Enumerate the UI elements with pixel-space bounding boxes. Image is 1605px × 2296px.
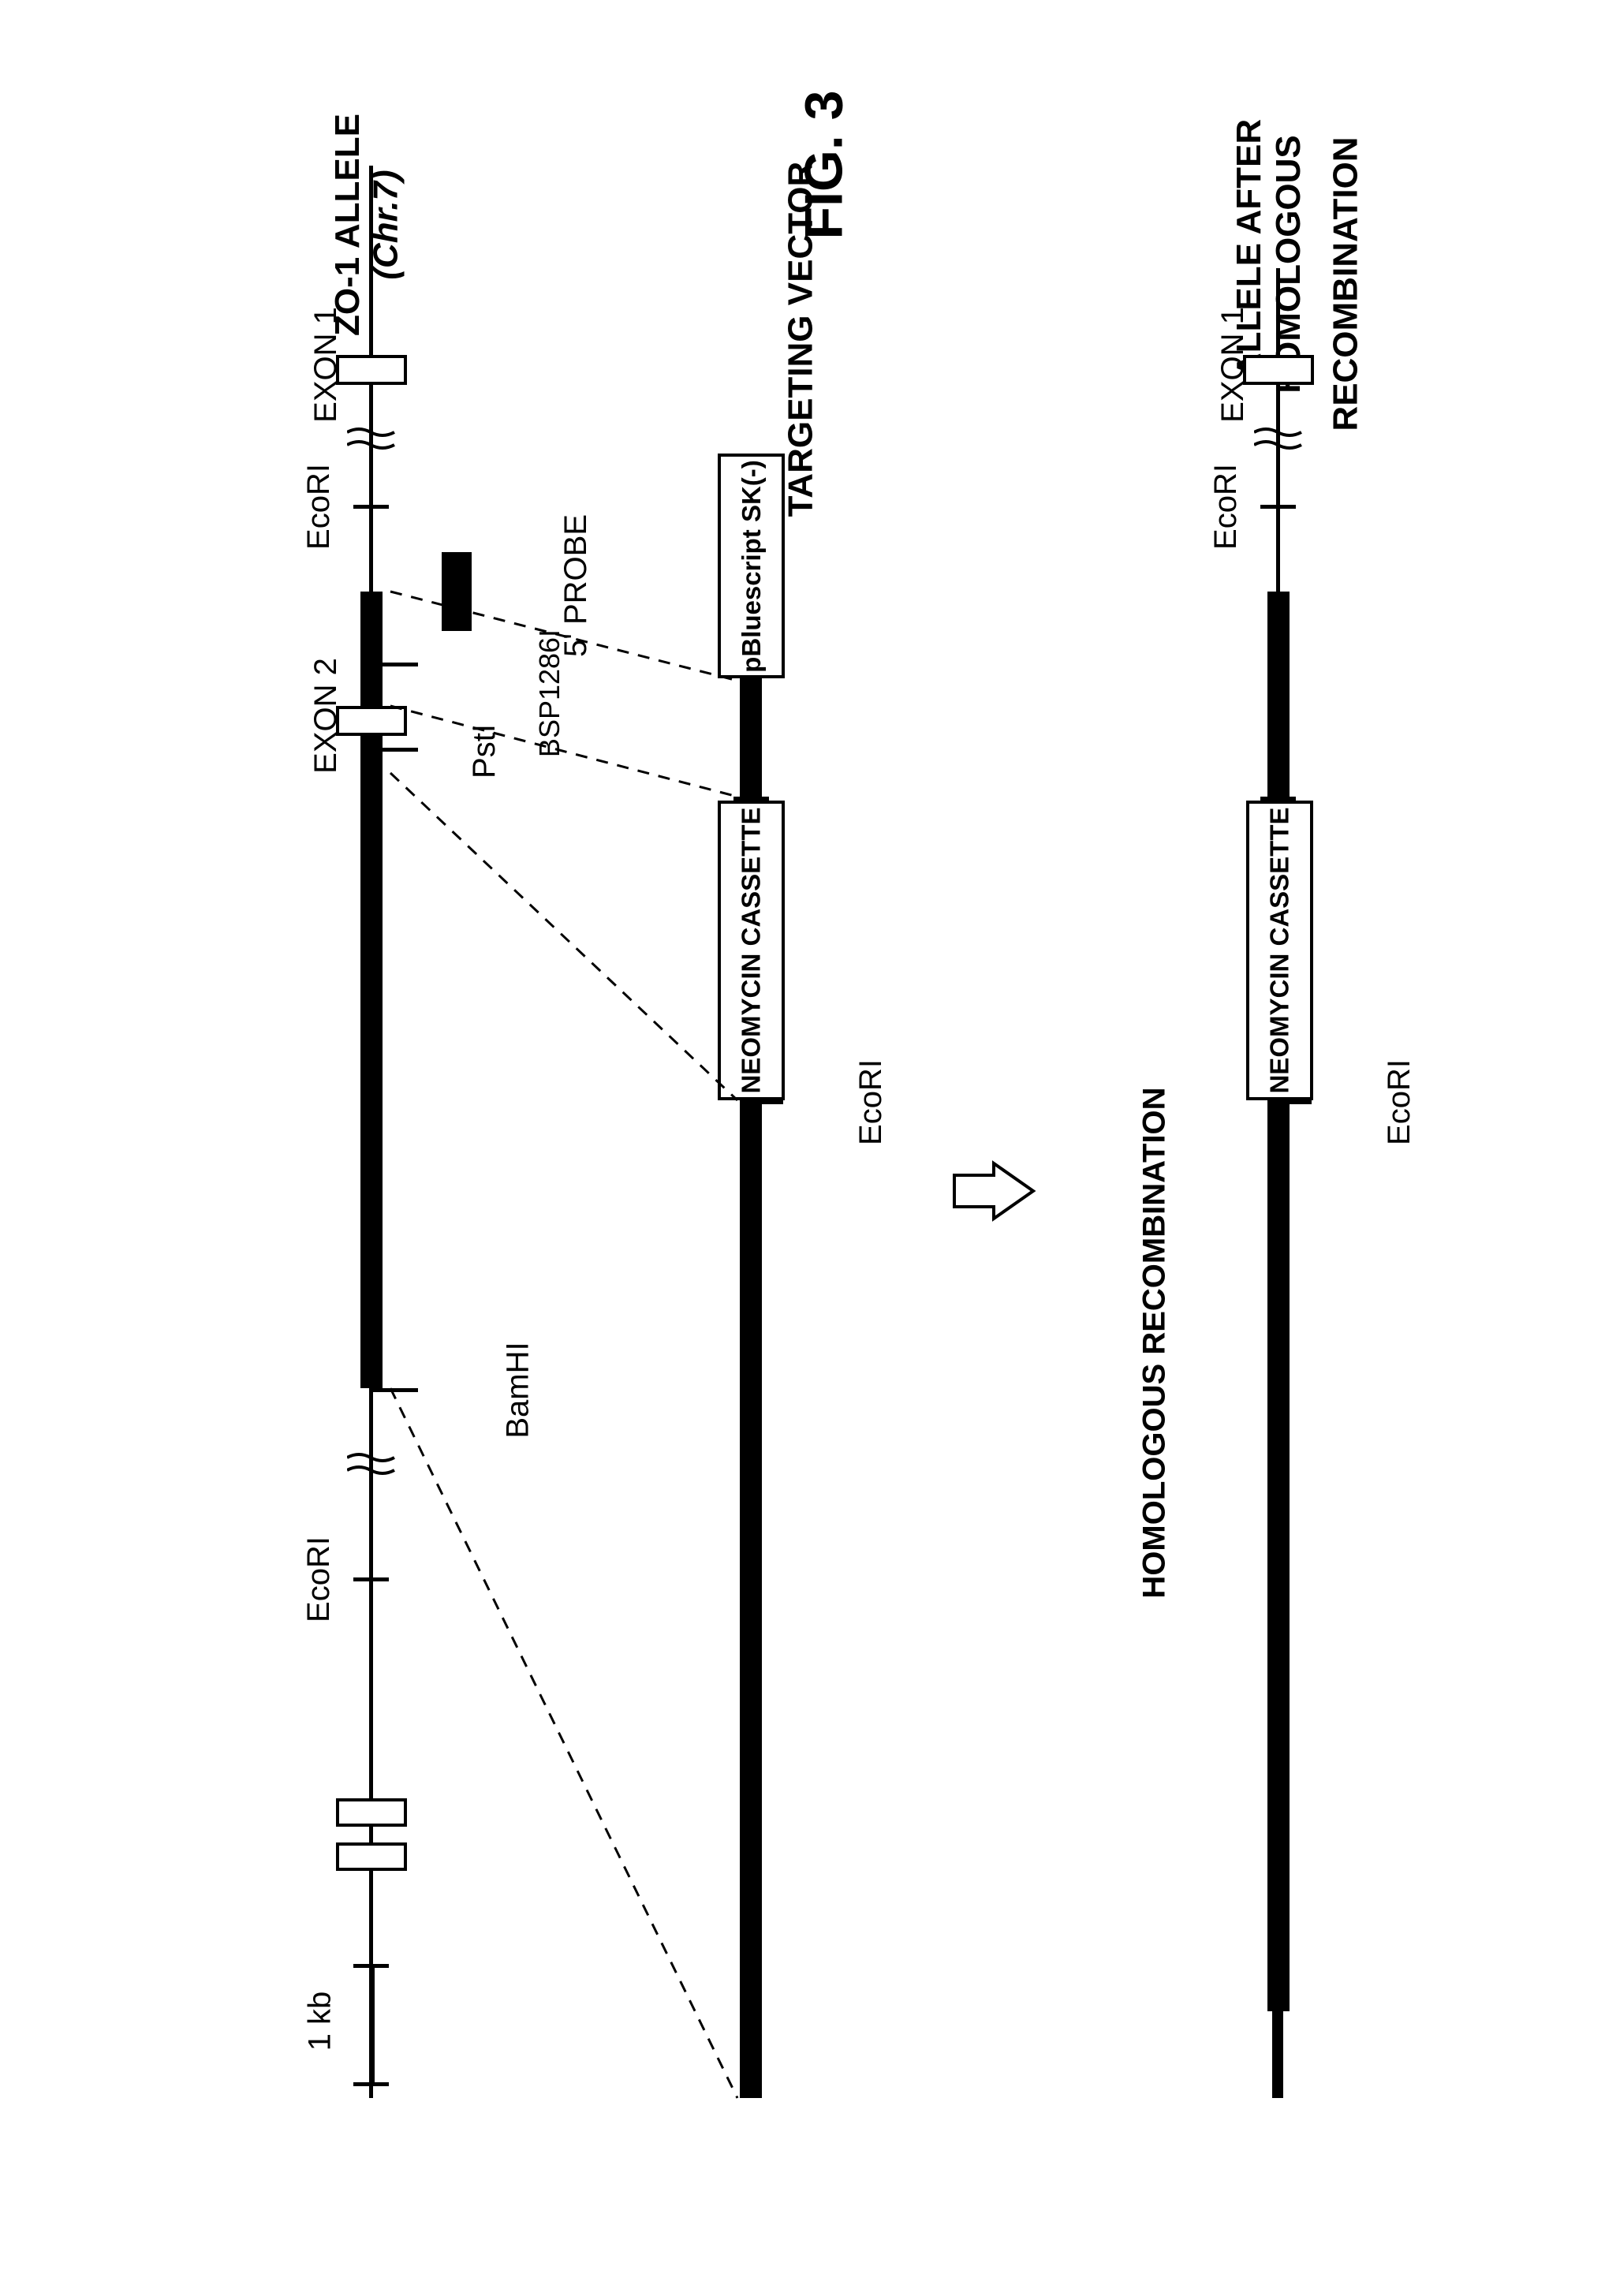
- bsp-tick: [371, 663, 418, 666]
- scale-bar-line: [369, 1964, 375, 2082]
- result-ecori-tick-1: [1260, 505, 1296, 509]
- ecori-tick-2: [353, 1577, 389, 1581]
- result-medium-end: [1272, 2011, 1283, 2098]
- result-thick-1: [1267, 592, 1290, 797]
- bamhi-tick: [371, 1388, 418, 1392]
- neomycin-box-2: NEOMYCIN CASSETTE: [1246, 801, 1313, 1100]
- probe-5-box: [442, 552, 472, 631]
- result-ecori-label-2: EcoRI: [1382, 1059, 1417, 1145]
- bamhi-label: BamHI: [501, 1342, 536, 1438]
- exon1-label: EXON 1: [308, 307, 344, 423]
- exon1-box: [336, 355, 407, 385]
- exon-small-2: [336, 1842, 407, 1871]
- ecori-tick-1: [353, 505, 389, 509]
- ecori-label-1: EcoRI: [301, 464, 337, 550]
- ecori-label-2: EcoRI: [301, 1536, 337, 1622]
- section-label-targeting: TARGETING VECTOR: [781, 162, 820, 517]
- psti-tick: [371, 748, 418, 752]
- exon2-label: EXON 2: [308, 658, 344, 774]
- arrow-recombination: [946, 1159, 1041, 1223]
- section-label-allele: ZO-1 ALLELE: [328, 114, 368, 336]
- scale-label: 1 kb: [302, 1992, 338, 2051]
- recomb-label: HOMOLOGOUS RECOMBINATION: [1137, 1087, 1173, 1598]
- result-exon1-box: [1243, 355, 1314, 385]
- exon-small-1: [336, 1798, 407, 1827]
- result-thick-2: [1267, 1100, 1290, 2011]
- pbluescript-text: pBluescript SK(-): [737, 460, 767, 673]
- result-label-3: RECOMBINATION: [1327, 136, 1366, 431]
- result-exon1-label: EXON 1: [1215, 307, 1251, 423]
- neomycin-box-1: NEOMYCIN CASSETTE: [718, 801, 785, 1100]
- break-mark-1: [347, 426, 396, 454]
- vector-ecori-label: EcoRI: [853, 1059, 889, 1145]
- pbluescript-box: pBluescript SK(-): [718, 454, 785, 678]
- vector-thick-1: [740, 678, 762, 797]
- vector-thick-2: [740, 1100, 762, 2098]
- exon2-box: [336, 706, 407, 736]
- break-mark-2: [347, 1451, 396, 1480]
- psti-label: PstI: [467, 724, 502, 778]
- result-ecori-label-1: EcoRI: [1208, 464, 1244, 550]
- bsp-label: BSP1286I: [533, 629, 566, 757]
- scale-bar-end: [353, 2082, 389, 2086]
- neomycin-text-1: NEOMYCIN CASSETTE: [737, 807, 767, 1093]
- neomycin-text-2: NEOMYCIN CASSETTE: [1265, 807, 1295, 1093]
- break-mark-3: [1254, 426, 1303, 454]
